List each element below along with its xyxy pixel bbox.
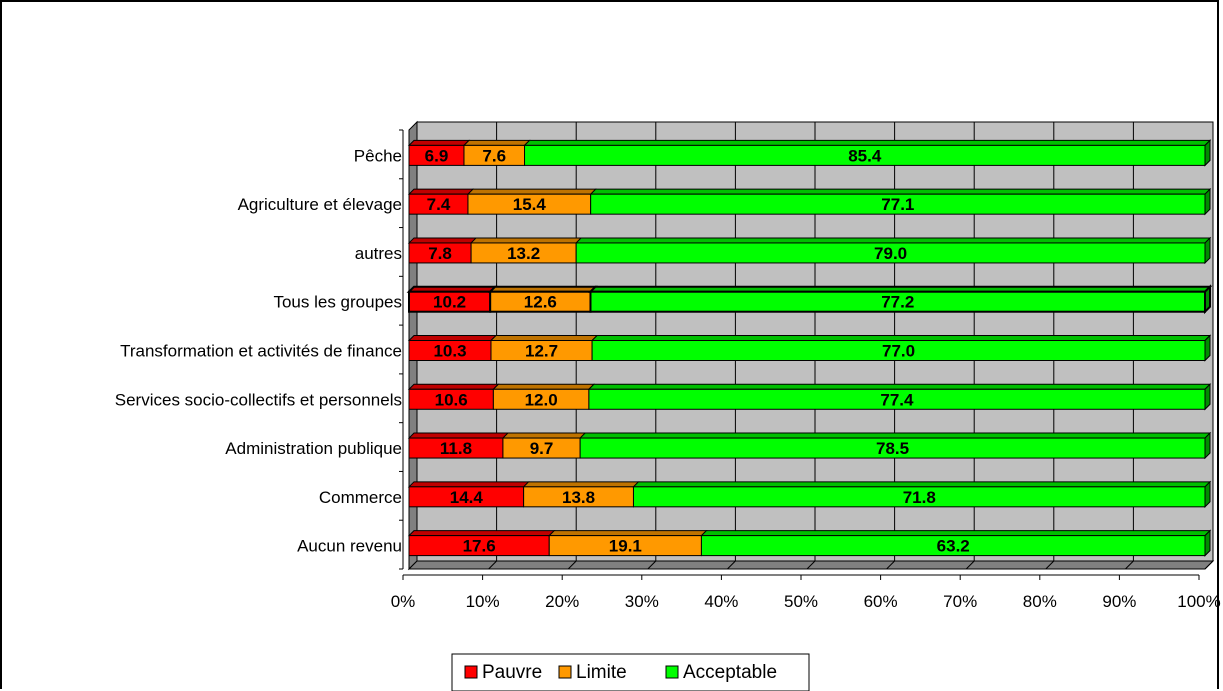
data-label: 13.8	[562, 488, 595, 507]
category-label: Tous les groupes	[273, 293, 402, 312]
bar-segment-top	[632, 481, 1212, 488]
gridline-floor	[1045, 560, 1055, 570]
category-label: Pêche	[354, 146, 402, 165]
bar-segment-top	[587, 383, 1212, 390]
category-label: Aucun revenu	[297, 537, 402, 556]
data-label: 77.1	[881, 195, 914, 214]
data-label: 10.3	[433, 342, 466, 361]
gridline-floor	[488, 560, 497, 570]
data-label: 19.1	[609, 537, 642, 556]
gridline-floor	[567, 560, 577, 570]
bar-segment-top	[407, 188, 475, 195]
legend-label: Pauvre	[482, 662, 542, 683]
category-label: Agriculture et élevage	[238, 195, 402, 214]
legend-swatch	[464, 665, 478, 679]
bar-segment-top	[522, 481, 640, 488]
data-label: 6.9	[425, 146, 449, 165]
data-label: 14.4	[450, 488, 484, 507]
bar-segment-top	[523, 139, 1212, 146]
bar-segment-side	[1204, 480, 1211, 509]
x-tick-label: 10%	[466, 592, 500, 611]
gridline-floor	[1204, 560, 1214, 570]
gridline-floor	[1125, 560, 1134, 570]
bar-segment-side	[1204, 187, 1211, 216]
data-label: 7.4	[427, 195, 451, 214]
bar-segment-top	[548, 530, 708, 537]
bar-segment-side	[1204, 334, 1211, 362]
bar-segment-top	[407, 383, 500, 390]
bar-segment-top	[469, 237, 583, 244]
data-label: 10.2	[433, 293, 466, 312]
bar-segment-side	[1204, 383, 1211, 411]
x-tick-label: 40%	[704, 592, 738, 611]
data-label: 9.7	[530, 439, 554, 458]
bar-segment-top	[466, 188, 597, 195]
data-label: 77.2	[881, 293, 914, 312]
x-tick-label: 100%	[1177, 592, 1220, 611]
data-label: 63.2	[937, 537, 970, 556]
bar-segment-top	[501, 432, 587, 439]
x-tick-label: 60%	[864, 592, 898, 611]
bar-segment-side	[1204, 139, 1211, 167]
gridline-floor	[806, 560, 816, 570]
data-label: 79.0	[874, 244, 907, 263]
bar-segment-side	[1204, 284, 1211, 315]
x-tick-label: 0%	[391, 592, 416, 611]
data-label: 7.8	[428, 244, 452, 263]
data-label: 85.4	[848, 146, 882, 165]
bar-segment-side	[1204, 529, 1211, 557]
bar-segment-top	[407, 530, 556, 537]
x-tick-label: 90%	[1102, 592, 1136, 611]
gridline-floor	[886, 560, 895, 570]
x-tick-label: 30%	[625, 592, 659, 611]
data-label: 78.5	[876, 439, 909, 458]
bar-segment-top	[407, 139, 471, 146]
bar-segment-top	[590, 335, 1212, 341]
bar-segment-top	[578, 432, 1212, 439]
bar-segment-top	[700, 530, 1212, 537]
category-label: Commerce	[319, 488, 402, 507]
x-tick-label: 80%	[1023, 592, 1057, 611]
data-label: 12.0	[525, 390, 558, 409]
legend-swatch	[665, 665, 679, 679]
bar-segment-top	[462, 139, 531, 146]
bar-segment-top	[407, 237, 478, 244]
data-label: 71.8	[903, 488, 936, 507]
bar-segment-top	[589, 188, 1212, 195]
data-label: 10.6	[435, 390, 468, 409]
bar-segment-top	[489, 335, 599, 341]
gridline-floor	[965, 560, 975, 570]
bar-segment-top	[407, 481, 530, 488]
bar-segment-side	[1204, 431, 1211, 460]
bar-segment-top	[574, 237, 1212, 244]
category-label: Services socio-collectifs et personnels	[115, 390, 402, 409]
x-tick-label: 50%	[784, 592, 818, 611]
bar-segment-top	[407, 432, 510, 439]
data-label: 12.7	[525, 342, 558, 361]
gridline-floor	[647, 560, 657, 570]
category-label: autres	[355, 244, 402, 263]
data-label: 77.4	[880, 390, 914, 409]
data-label: 15.4	[513, 195, 547, 214]
data-label: 77.0	[882, 342, 915, 361]
bar-segment-top	[407, 335, 498, 341]
x-tick-label: 20%	[545, 592, 579, 611]
gridline-floor	[727, 560, 736, 570]
data-label: 13.2	[507, 244, 540, 263]
legend-label: Acceptable	[683, 662, 777, 683]
data-label: 7.6	[482, 146, 506, 165]
category-label: Administration publique	[225, 439, 402, 458]
bar-segment-top	[492, 383, 596, 390]
data-label: 12.6	[524, 293, 557, 312]
bar-segment-side	[1204, 236, 1211, 265]
data-label: 17.6	[463, 537, 496, 556]
data-label: 11.8	[440, 439, 472, 458]
legend-label: Limite	[576, 662, 627, 683]
legend-box	[451, 653, 810, 691]
legend-swatch	[558, 665, 572, 679]
x-tick-label: 70%	[943, 592, 977, 611]
category-label: Transformation et activités de finance	[120, 342, 402, 361]
